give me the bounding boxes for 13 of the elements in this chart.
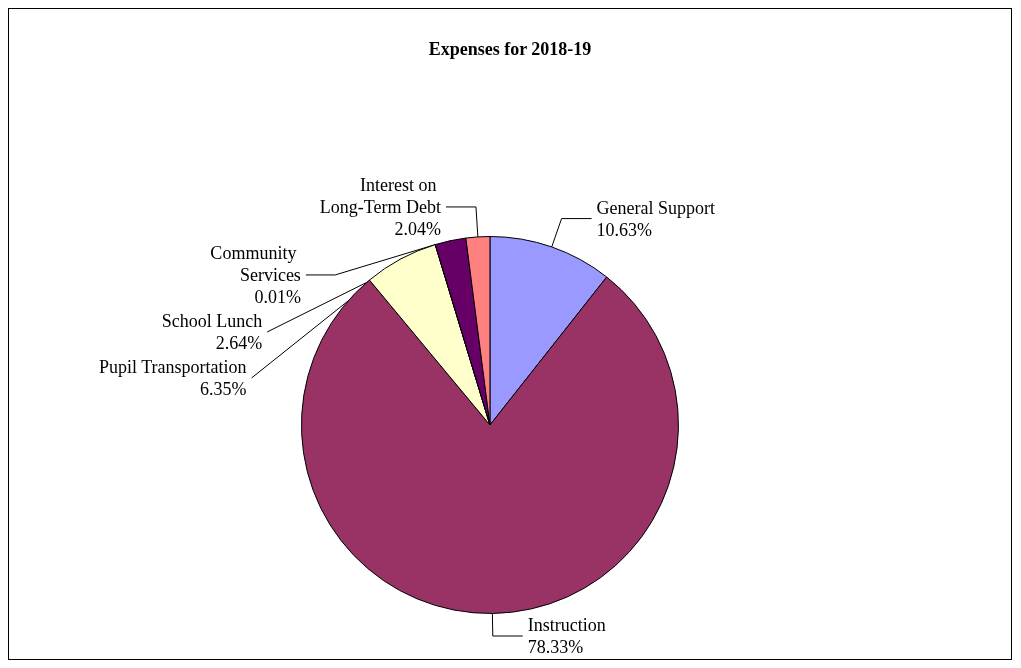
slice-label: Interest on Long-Term Debt <box>319 174 441 217</box>
data-label: 2.64% <box>215 332 263 353</box>
chart-title: Expenses for 2018-19 <box>428 39 592 59</box>
slice-label: General Support <box>596 197 716 218</box>
slice-label: Instruction <box>527 615 606 635</box>
data-label: 6.35% <box>200 378 247 399</box>
slice-label: Community Services <box>210 242 301 285</box>
data-label: 0.01% <box>254 286 301 307</box>
slice-label: Pupil Transportation <box>99 356 247 377</box>
data-label: 78.33% <box>527 637 584 657</box>
slice-label: School Lunch <box>161 310 263 331</box>
data-label: 10.63% <box>596 219 653 240</box>
data-label: 2.04% <box>394 218 441 239</box>
